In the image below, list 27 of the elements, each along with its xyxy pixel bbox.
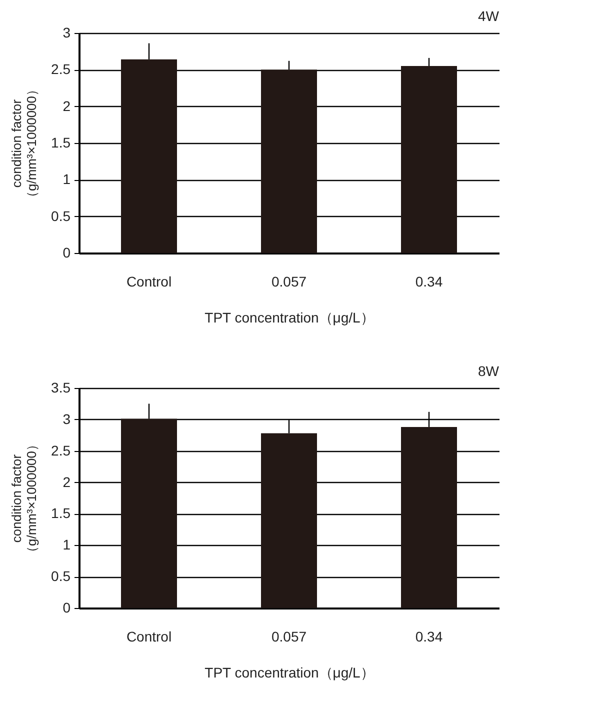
y-tick-label: 3.5: [51, 380, 71, 396]
y-tick-label: 3: [62, 410, 71, 427]
y-tick-label: 1.5: [51, 134, 71, 150]
chart-title: 8W: [478, 363, 500, 379]
y-tick-label: 0.5: [51, 208, 71, 224]
x-axis-title: TPT concentration（μg/L）: [204, 664, 374, 680]
x-tick-label: 0.057: [271, 628, 307, 644]
y-axis-title: condition factor （g/mm³×1000000）: [9, 438, 40, 560]
y-tick-label: 1.5: [51, 505, 71, 522]
y-axis-title: condition factor （g/mm³×1000000）: [9, 82, 40, 204]
x-tick-label: 0.34: [415, 628, 443, 644]
y-tick-label: 0: [62, 244, 71, 260]
y-tick-label: 2: [62, 474, 71, 490]
y-tick-label: 2: [62, 98, 71, 114]
x-tick-label: Control: [126, 628, 172, 644]
y-tick-label: 0: [62, 600, 71, 616]
x-tick-label: 0.34: [415, 274, 443, 290]
y-tick-label: 0.5: [51, 568, 71, 584]
y-tick-label: 1: [62, 171, 71, 188]
y-tick-label: 2.5: [51, 442, 71, 458]
y-tick-label: 2.5: [51, 61, 71, 78]
x-tick-label: Control: [126, 274, 172, 290]
y-tick-label: 3: [62, 24, 71, 40]
y-tick-label: 1: [62, 536, 71, 553]
x-axis-title: TPT concentration（μg/L）: [204, 310, 374, 326]
x-tick-label: 0.057: [271, 274, 307, 290]
chart-title: 4W: [478, 8, 500, 24]
